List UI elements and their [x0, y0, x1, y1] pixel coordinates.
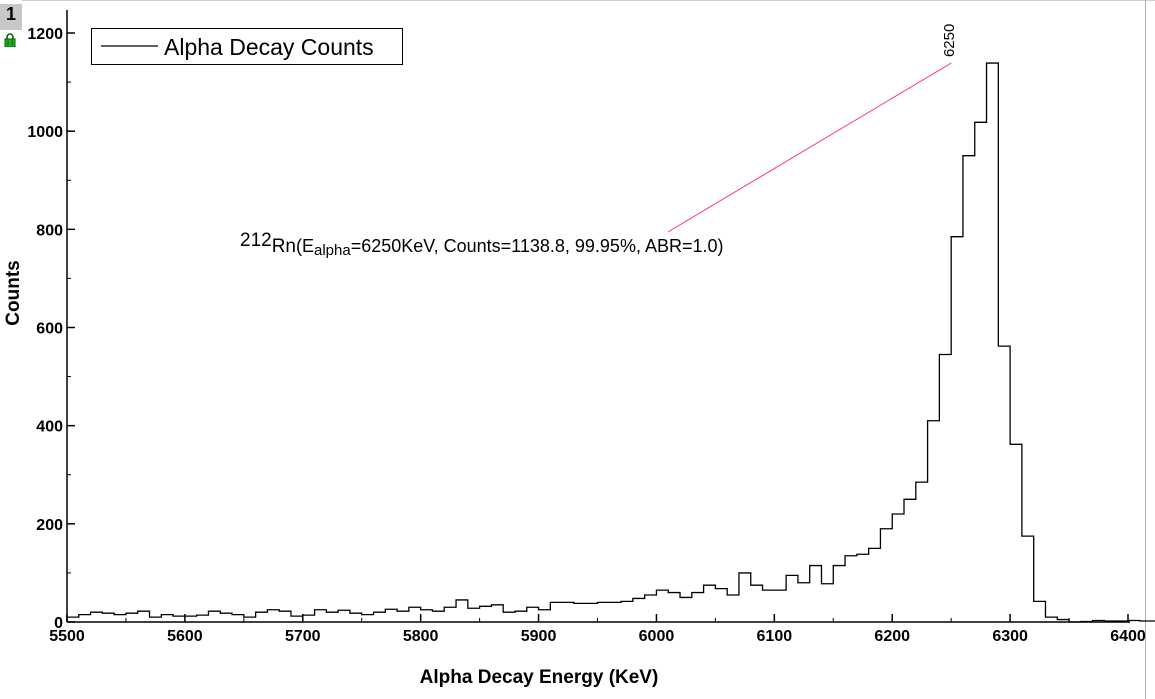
y-tick-label: 1000	[27, 124, 63, 141]
x-tick-label: 5800	[403, 628, 439, 645]
x-tick-label: 6100	[757, 628, 793, 645]
legend[interactable]: Alpha Decay Counts	[91, 28, 403, 65]
annotation-leader-line	[667, 62, 952, 233]
x-tick-label: 6400	[1110, 628, 1146, 645]
legend-entry-alpha-decay-counts: Alpha Decay Counts	[164, 34, 374, 60]
histogram-series-alpha-decay-counts	[66, 62, 1155, 623]
y-ticks: 0 200 400 600 800 1000 1200	[27, 26, 75, 632]
x-tick-label: 5600	[167, 628, 203, 645]
x-ticks: 5500 5600 5700 5800 5900 6000 6100 6200 6300 6400	[49, 614, 1146, 645]
peak-annotation-text: 212Rn(Ealpha=6250KeV, Counts=1138.8, 99.…	[240, 230, 724, 259]
x-tick-label: 5500	[49, 628, 85, 645]
annotation-superscript: 212	[240, 230, 272, 251]
layer-number: 1	[5, 4, 16, 24]
x-tick-label: 6200	[874, 628, 910, 645]
annotation-open: (E	[296, 236, 314, 256]
peak-label: 6250	[941, 24, 958, 57]
x-axis-title: Alpha Decay Energy (KeV)	[420, 667, 659, 688]
y-tick-label: 0	[54, 615, 63, 632]
annotation-element: Rn	[272, 236, 296, 257]
y-tick-label: 1200	[27, 26, 63, 43]
y-axis-title: Counts	[3, 260, 24, 325]
x-tick-label: 5700	[285, 628, 321, 645]
y-tick-label: 600	[36, 321, 63, 338]
y-tick-label: 800	[36, 222, 63, 239]
lock-icon	[4, 33, 16, 47]
annotation-rest: =6250KeV, Counts=1138.8, 99.95%, ABR=1.0…	[351, 236, 724, 256]
annotation-subscript: alpha	[314, 242, 351, 259]
x-tick-label: 6300	[992, 628, 1028, 645]
layer-number-badge[interactable]: 1	[0, 4, 22, 30]
y-tick-label: 200	[36, 517, 63, 534]
x-tick-label: 5900	[521, 628, 557, 645]
axes	[66, 10, 1130, 623]
x-tick-label: 6000	[639, 628, 675, 645]
y-tick-label: 400	[36, 419, 63, 436]
